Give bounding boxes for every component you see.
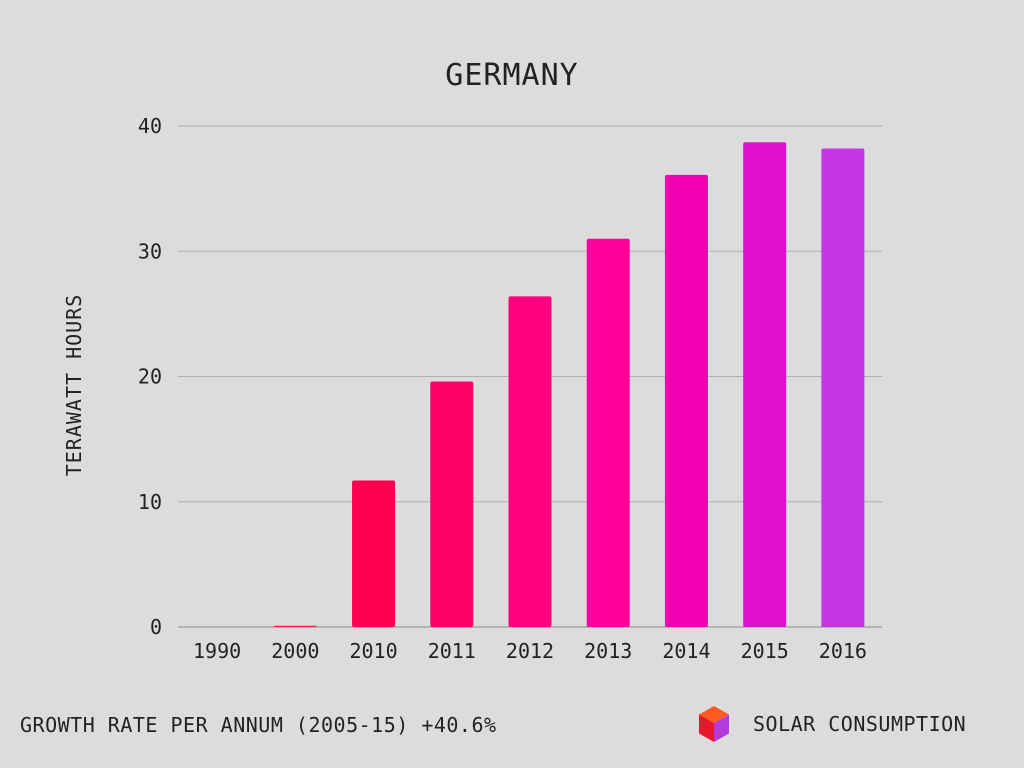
bar-2010: [352, 480, 396, 627]
bar-2016: [821, 148, 865, 628]
bar-2000: [273, 625, 317, 627]
y-axis-label: TERAWATT HOURS: [62, 293, 86, 477]
x-tick-label: 1990: [193, 639, 241, 663]
bar-2013: [586, 238, 630, 627]
growth-rate-note: GROWTH RATE PER ANNUM (2005-15) +40.6%: [20, 713, 497, 737]
y-tick-label: 10: [138, 490, 162, 514]
bar-2012: [508, 296, 552, 627]
x-tick-label: 2013: [584, 639, 632, 663]
x-tick-label: 2011: [428, 639, 476, 663]
x-tick-label: 2000: [271, 639, 319, 663]
cube-icon: [699, 706, 729, 742]
bar-chart: 0 10 20 30 40 1990 2000 2010 2011 2012 2013 2014 201…: [138, 114, 882, 663]
y-tick-label: 20: [138, 365, 162, 389]
chart-title: GERMANY: [445, 58, 579, 93]
x-tick-label: 2015: [741, 639, 789, 663]
brand-label: SOLAR CONSUMPTION: [753, 712, 967, 736]
x-tick-label: 2016: [819, 639, 867, 663]
x-tick-label: 2010: [349, 639, 397, 663]
bar-2011: [430, 381, 474, 627]
brand: SOLAR CONSUMPTION: [697, 704, 966, 744]
bar-2015: [743, 142, 787, 627]
bar-2014: [664, 174, 708, 627]
x-tick-label: 2014: [662, 639, 710, 663]
y-tick-label: 30: [138, 239, 162, 263]
y-tick-label: 40: [138, 114, 162, 138]
x-tick-label: 2012: [506, 639, 554, 663]
y-tick-label: 0: [150, 615, 162, 639]
